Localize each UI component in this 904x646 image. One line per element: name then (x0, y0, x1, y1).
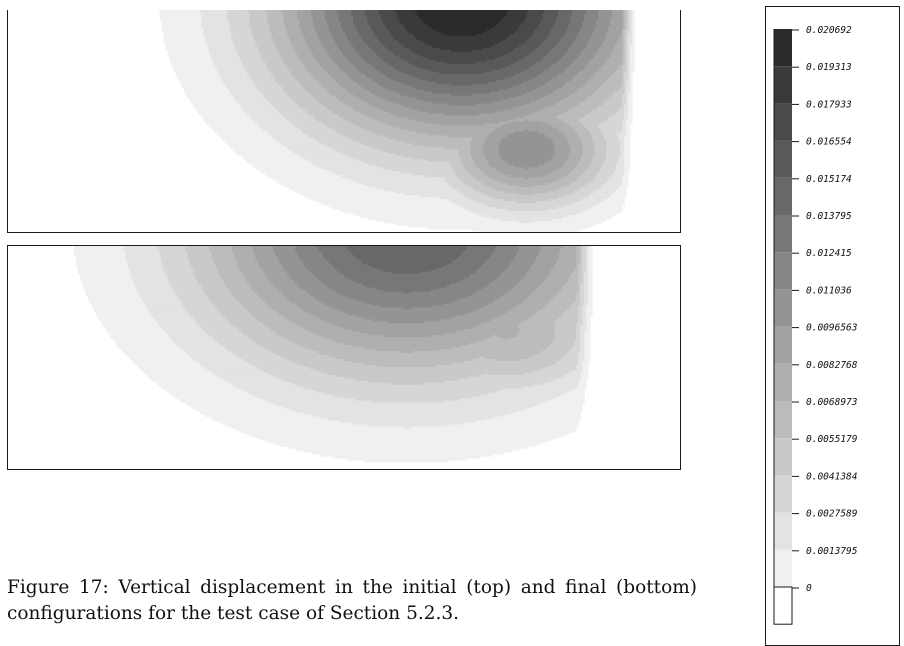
colorbar-level-label: 0 (806, 583, 812, 594)
colorbar-level-label: 0.0068973 (806, 397, 858, 408)
colorbar-swatch (774, 66, 792, 104)
colorbar-swatch (773, 586, 793, 625)
colorbar-level-label: 0.0041384 (806, 471, 858, 482)
colorbar-level-label: 0.015174 (806, 174, 852, 185)
colorbar-level-label: 0.0055179 (806, 434, 858, 445)
colorbar-swatch (774, 289, 792, 327)
colorbar-level-label: 0.011036 (806, 285, 852, 296)
colorbar-swatch (774, 29, 792, 67)
colorbar-swatch (774, 475, 792, 513)
colorbar-swatch (774, 177, 792, 215)
initial-contour-field (159, 10, 635, 232)
colorbar-swatch (774, 103, 792, 141)
colorbar-level-label: 0.020692 (806, 25, 852, 36)
colorbar-swatch (774, 140, 792, 178)
colorbar-level-label: 0.016554 (806, 137, 852, 148)
figure-caption: Figure 17: Vertical displacement in the … (7, 577, 697, 624)
colorbar-scale: 0.020692 0.019313 0.017933 0.016554 0.015174… (773, 25, 858, 625)
colorbar-level-label: 0.0096563 (806, 323, 858, 334)
colorbar-swatch (774, 326, 792, 364)
colorbar-level-label: 0.0027589 (806, 509, 858, 520)
colorbar-level-label: 0.0013795 (806, 546, 858, 557)
colorbar-swatch (774, 438, 792, 476)
colorbar-level-label: 0.013795 (806, 211, 852, 222)
colorbar-swatch (774, 549, 792, 587)
colorbar-level-label: 0.019313 (806, 62, 852, 73)
final-contour-field (73, 246, 593, 463)
colorbar-level-label: 0.012415 (806, 248, 852, 259)
colorbar-swatch (774, 252, 792, 290)
colorbar-swatch (774, 512, 792, 550)
colorbar-swatch (774, 215, 792, 253)
initial-configuration-plot (7, 10, 681, 233)
colorbar-level-label: 0.0082768 (806, 360, 858, 371)
colorbar-legend: 0.020692 0.019313 0.017933 0.016554 0.015174… (765, 6, 900, 646)
colorbar-swatch (774, 401, 792, 439)
colorbar-level-label: 0.017933 (806, 99, 852, 110)
colorbar-swatch (774, 363, 792, 401)
final-configuration-plot (7, 245, 681, 470)
